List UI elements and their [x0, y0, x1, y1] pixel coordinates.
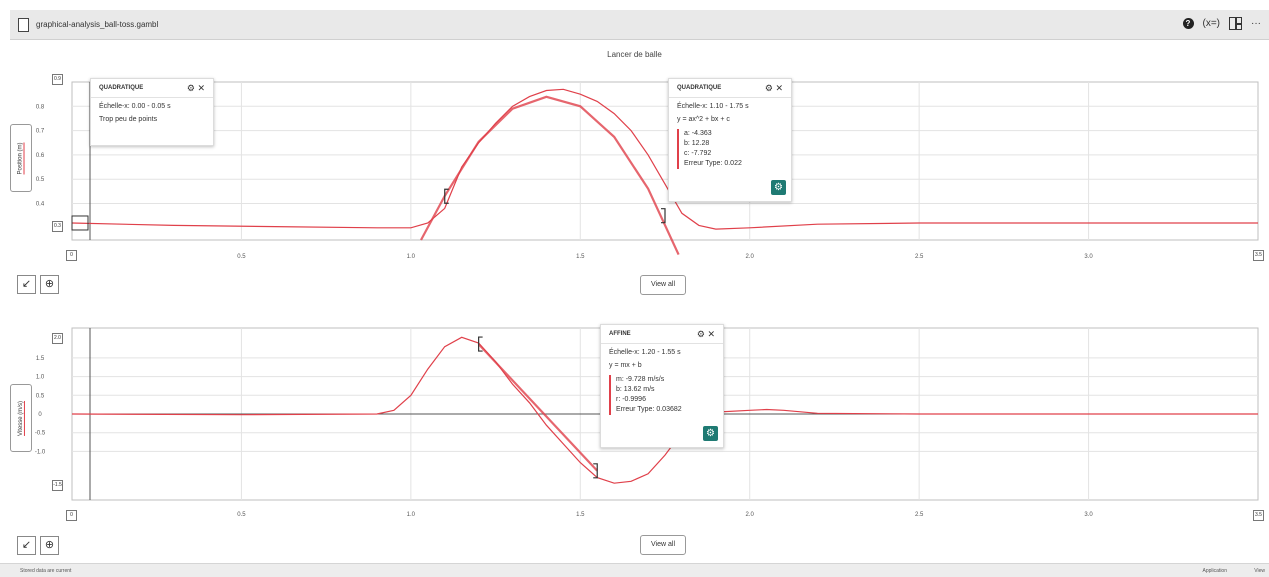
x-tick-label: 1.0: [407, 254, 416, 260]
y-range-bottom[interactable]: -1.5: [52, 480, 63, 491]
status-text: Stored data are current: [20, 568, 72, 574]
y-tick-label: -0.5: [35, 431, 46, 437]
close-icon[interactable]: ✕: [775, 83, 783, 93]
fit-settings-gear-icon[interactable]: ⚙: [771, 180, 786, 195]
variables-icon[interactable]: (x=): [1202, 17, 1221, 29]
fit-box-quadratic-1: QUADRATIQUE ⚙ ✕ Échelle-x: 0.00 - 0.05 s …: [90, 78, 214, 146]
y-axis-label-button[interactable]: Position (m): [10, 124, 32, 192]
fit-box-title: AFFINE: [609, 331, 631, 337]
y-tick-label: 0.5: [36, 177, 45, 183]
status-application[interactable]: Application: [1202, 568, 1227, 574]
selection-marker: [71, 215, 89, 231]
fit-settings-gear-icon[interactable]: ⚙: [703, 426, 718, 441]
x-tick-label: 1.0: [407, 512, 416, 518]
toolbar-icons: ? (x=) ···: [1182, 17, 1261, 30]
close-icon[interactable]: ✕: [197, 83, 205, 93]
y-range-top[interactable]: 2.0: [52, 333, 63, 344]
x-tick-label: 0.5: [237, 254, 246, 260]
settings-icon[interactable]: ⚙: [186, 83, 195, 93]
x-tick-label: 3.0: [1084, 512, 1093, 518]
y-range-top[interactable]: 0.9: [52, 74, 63, 85]
help-icon[interactable]: ?: [1182, 18, 1194, 29]
graph-options-button[interactable]: ↙: [17, 275, 36, 294]
y-tick-label: 0.6: [36, 153, 45, 159]
selection-bracket: [478, 336, 483, 352]
status-bar: Stored data are current Application View: [0, 563, 1269, 577]
fit-message: Trop peu de points: [99, 116, 158, 123]
x-tick-label: 3.0: [1084, 254, 1093, 260]
plot-area: [71, 81, 1259, 241]
y-axis-label: Position (m): [17, 141, 25, 175]
status-view[interactable]: View: [1254, 568, 1265, 574]
data-series-line: [71, 336, 1258, 484]
y-axis-label: Vitesse (m/s): [17, 400, 25, 436]
fit-equation: y = mx + b: [609, 362, 642, 369]
x-tick-label: 1.5: [576, 512, 585, 518]
x-tick-label: 0.5: [237, 512, 246, 518]
selection-bracket: [593, 463, 598, 479]
fit-param: a: -4.363: [684, 130, 712, 137]
fit-equation: y = ax^2 + bx + c: [677, 116, 730, 123]
fit-param: b: 12.28: [684, 140, 710, 147]
close-icon[interactable]: ✕: [707, 329, 715, 339]
x-range-left[interactable]: 0: [66, 510, 77, 521]
zoom-button[interactable]: ⊕: [40, 275, 59, 294]
x-tick-label: 2.0: [746, 254, 755, 260]
x-tick-label: 2.5: [915, 512, 924, 518]
title-bar: graphical-analysis_ball-toss.gambl ? (x=…: [10, 10, 1269, 40]
file-icon[interactable]: [18, 18, 29, 32]
fit-param: b: 13.62 m/s: [616, 386, 655, 393]
data-series-line: [71, 88, 1258, 230]
fit-param: c: -7.792: [684, 150, 712, 157]
x-tick-label: 2.0: [746, 512, 755, 518]
fit-range: Échelle-x: 1.10 - 1.75 s: [677, 103, 749, 110]
y-tick-label: 0.4: [36, 202, 45, 208]
document-title: Lancer de balle: [607, 50, 662, 59]
fit-box-quadratic-2: QUADRATIQUE ⚙ ✕ Échelle-x: 1.10 - 1.75 s …: [668, 78, 792, 202]
graph-options-button[interactable]: ↙: [17, 536, 36, 555]
x-tick-label: 2.5: [915, 254, 924, 260]
x-range-left[interactable]: 0: [66, 250, 77, 261]
fit-range: Échelle-x: 0.00 - 0.05 s: [99, 103, 171, 110]
view-all-button[interactable]: View all: [640, 535, 686, 555]
y-axis-label-button[interactable]: Vitesse (m/s): [10, 384, 32, 452]
x-tick-label: 1.5: [576, 254, 585, 260]
y-tick-label: -1.0: [35, 449, 46, 455]
fit-parameters: a: -4.363 b: 12.28 c: -7.792 Erreur Type…: [677, 129, 783, 169]
more-icon[interactable]: ···: [1251, 17, 1261, 29]
zoom-button[interactable]: ⊕: [40, 536, 59, 555]
fit-range: Échelle-x: 1.20 - 1.55 s: [609, 349, 681, 356]
y-tick-label: 1.0: [36, 375, 45, 381]
fit-param: m: -9.728 m/s/s: [616, 376, 665, 383]
y-range-bottom[interactable]: 0.3: [52, 221, 63, 232]
y-tick-label: 0.8: [36, 104, 45, 110]
settings-icon[interactable]: ⚙: [764, 83, 773, 93]
selection-bracket: [444, 188, 449, 204]
fit-box-title: QUADRATIQUE: [677, 85, 722, 91]
position-graph[interactable]: 0.5 1.0 1.5 2.0 2.5 3.0 0.8 0.7 0.6 0.5 0.4: [0, 70, 1269, 260]
fit-param: Erreur Type: 0.03682: [616, 406, 682, 413]
fit-parameters: m: -9.728 m/s/s b: 13.62 m/s r: -0.9996 …: [609, 375, 715, 415]
view-all-button[interactable]: View all: [640, 275, 686, 295]
settings-icon[interactable]: ⚙: [696, 329, 705, 339]
y-tick-label: 0.7: [36, 129, 45, 135]
layout-icon[interactable]: [1229, 17, 1242, 30]
y-tick-label: 1.5: [36, 356, 45, 362]
fit-box-title: QUADRATIQUE: [99, 85, 144, 91]
fit-param: r: -0.9996: [616, 396, 646, 403]
fit-box-linear: AFFINE ⚙ ✕ Échelle-x: 1.20 - 1.55 s y = m…: [600, 324, 724, 448]
y-tick-label: 0.5: [36, 393, 45, 399]
selection-bracket: [661, 208, 666, 224]
fit-param: Erreur Type: 0.022: [684, 160, 742, 167]
x-range-right[interactable]: 3.5: [1253, 250, 1264, 261]
y-tick-label: 0: [38, 412, 42, 418]
file-name[interactable]: graphical-analysis_ball-toss.gambl: [36, 20, 159, 29]
fit-curve: [420, 95, 680, 256]
x-range-right[interactable]: 3.5: [1253, 510, 1264, 521]
